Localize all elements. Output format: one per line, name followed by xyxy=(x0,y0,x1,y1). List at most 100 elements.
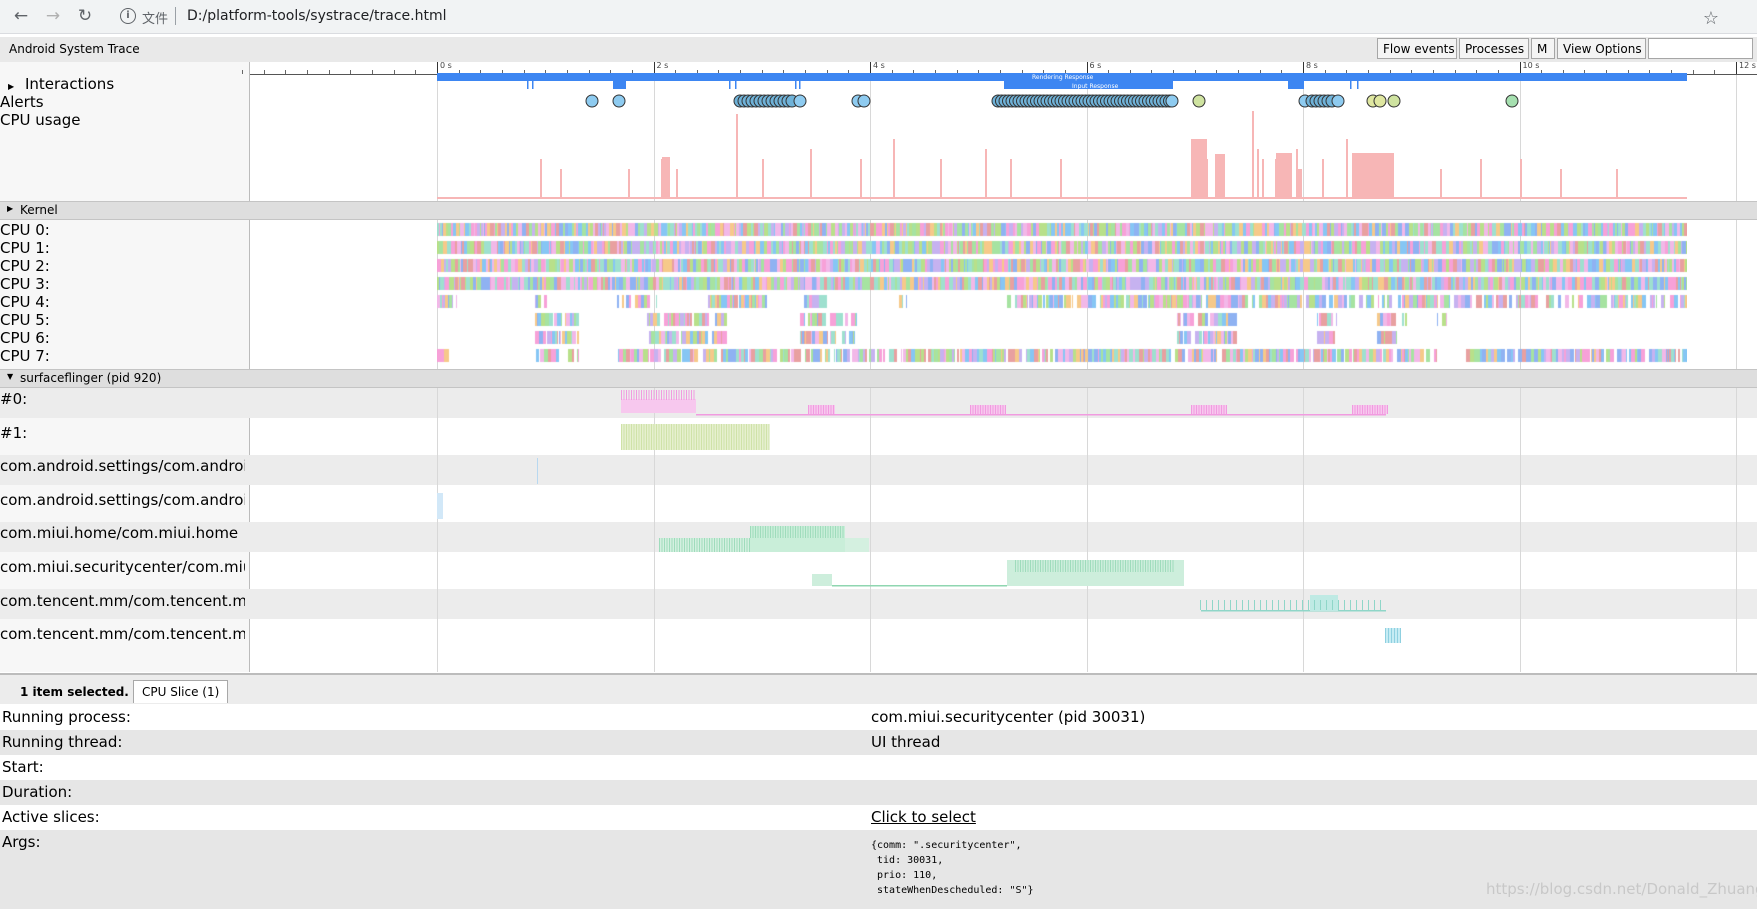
click-to-select-link[interactable]: Click to select xyxy=(871,808,976,826)
thread-slice xyxy=(1224,600,1225,610)
frame-slice xyxy=(668,390,670,400)
overview-tracks-svg[interactable]: Rendering Response Input Response xyxy=(0,70,1757,202)
thread-slice xyxy=(1085,560,1086,572)
frame-slice xyxy=(813,405,814,414)
arrow-left-icon[interactable]: ← xyxy=(13,6,29,26)
thread-slice xyxy=(1045,560,1046,572)
ruler-tick-label: 6 s xyxy=(1089,61,1102,70)
frame-slice xyxy=(703,424,705,450)
cpu-track-label: CPU 0: xyxy=(0,221,50,239)
frame-slice xyxy=(661,424,662,450)
frame-slice xyxy=(768,424,770,450)
row-stripe xyxy=(0,522,1757,552)
thread-slice xyxy=(770,526,771,538)
ruler-tick-label: 0 s xyxy=(440,61,452,70)
frame-slice xyxy=(1226,405,1227,414)
watermark: https://blog.csdn.net/Donald_Zhuang xyxy=(1486,880,1757,898)
frame-slice xyxy=(666,390,667,400)
view-options-button[interactable]: View Options xyxy=(1557,38,1646,59)
thread-slice xyxy=(721,538,723,552)
thread-slice xyxy=(760,526,761,538)
address-bar[interactable]: i 文件 D:/platform-tools/systrace/trace.ht… xyxy=(108,3,1733,30)
frame-slice xyxy=(623,390,625,400)
arrow-right-icon[interactable]: → xyxy=(45,6,61,26)
interactions-track[interactable]: Rendering Response Input Response xyxy=(437,73,1687,90)
thread-slice xyxy=(755,526,756,538)
cpu-slices-canvas[interactable] xyxy=(437,220,1687,364)
frame-slice xyxy=(985,405,986,414)
frame-slice xyxy=(810,405,812,414)
thread-slice xyxy=(777,526,779,538)
star-icon[interactable]: ☆ xyxy=(1702,8,1719,29)
info-icon[interactable]: i xyxy=(120,8,136,24)
frame-slice xyxy=(711,424,712,450)
thread-track-label: #1: xyxy=(0,424,28,442)
expand-triangle-icon[interactable]: ▶ xyxy=(8,82,15,91)
thread-slice xyxy=(1391,628,1392,643)
frame-slice xyxy=(1005,405,1006,414)
thread-slice xyxy=(1122,560,1124,572)
interactions-track-label[interactable]: ▶ Interactions xyxy=(8,75,115,93)
thread-slice xyxy=(1157,560,1159,572)
thread-slice xyxy=(1308,600,1309,610)
reload-icon[interactable]: ↻ xyxy=(77,6,93,26)
collapse-triangle-icon[interactable]: ▼ xyxy=(7,372,14,381)
flow-events-button[interactable]: Flow events xyxy=(1377,38,1457,59)
frame-slice xyxy=(748,424,750,450)
cpu-usage-spike xyxy=(1616,169,1618,199)
cpu-usage-spike xyxy=(1252,111,1254,199)
processes-button[interactable]: Processes xyxy=(1459,38,1529,59)
frame-slice xyxy=(651,424,652,450)
frame-slice xyxy=(698,424,700,450)
ruler-minor-tick xyxy=(1562,70,1564,74)
thread-slice xyxy=(792,526,794,538)
thread-slice xyxy=(704,538,705,552)
frame-slice xyxy=(1000,405,1001,414)
tab-cpu-slice[interactable]: CPU Slice (1) xyxy=(133,680,229,703)
cpu-track-label: CPU 3: xyxy=(0,275,50,293)
thread-slice xyxy=(1145,560,1146,572)
frame-slice xyxy=(638,424,640,450)
thread-slice xyxy=(772,526,774,538)
browser-toolbar: ← → ↻ i 文件 D:/platform-tools/systrace/tr… xyxy=(0,0,1757,34)
surfaceflinger-section-header[interactable]: ▼ surfaceflinger (pid 920) xyxy=(0,369,1757,388)
thread-slice xyxy=(1022,560,1024,572)
ruler-minor-tick xyxy=(826,70,828,74)
alert-icon xyxy=(1505,94,1519,108)
thread-slice xyxy=(724,538,725,552)
kernel-section-header[interactable]: ▶ Kernel xyxy=(0,201,1757,220)
row-stripe xyxy=(0,388,1757,418)
ruler-minor-tick xyxy=(1281,70,1283,74)
alerts-track[interactable] xyxy=(585,94,1519,108)
cpu-usage-spike xyxy=(560,169,562,199)
thread-slice xyxy=(752,526,754,538)
frame-slice xyxy=(656,390,657,400)
thread-slice xyxy=(785,526,786,538)
thread-slice xyxy=(815,526,816,538)
frame-slice xyxy=(982,405,984,414)
thread-slice xyxy=(1290,600,1291,610)
frame-slice xyxy=(1223,405,1225,414)
alert-icon xyxy=(612,94,626,108)
frame-slice xyxy=(626,390,627,400)
thread-slice xyxy=(1020,560,1021,572)
ruler-minor-tick xyxy=(978,70,980,74)
metadata-button[interactable]: M xyxy=(1531,38,1555,59)
frame-slice xyxy=(656,424,657,450)
frame-slice xyxy=(638,390,640,400)
frame-slice xyxy=(688,390,690,400)
ruler-minor-tick xyxy=(242,70,244,74)
url-text[interactable]: D:/platform-tools/systrace/trace.html xyxy=(187,8,447,24)
frame-slice xyxy=(1201,405,1202,414)
ruler-minor-tick xyxy=(783,70,785,74)
thread-slice xyxy=(696,538,698,552)
details-key: Start: xyxy=(2,758,44,776)
cpu-usage-spike xyxy=(1262,159,1264,199)
thread-slices-svg[interactable] xyxy=(0,388,1757,670)
ruler-minor-tick xyxy=(415,70,417,74)
search-input[interactable] xyxy=(1648,38,1753,59)
expand-triangle-icon[interactable]: ▶ xyxy=(7,204,14,213)
grid-line xyxy=(870,62,871,672)
frame-slice xyxy=(683,390,685,400)
frame-slice xyxy=(1379,405,1381,414)
